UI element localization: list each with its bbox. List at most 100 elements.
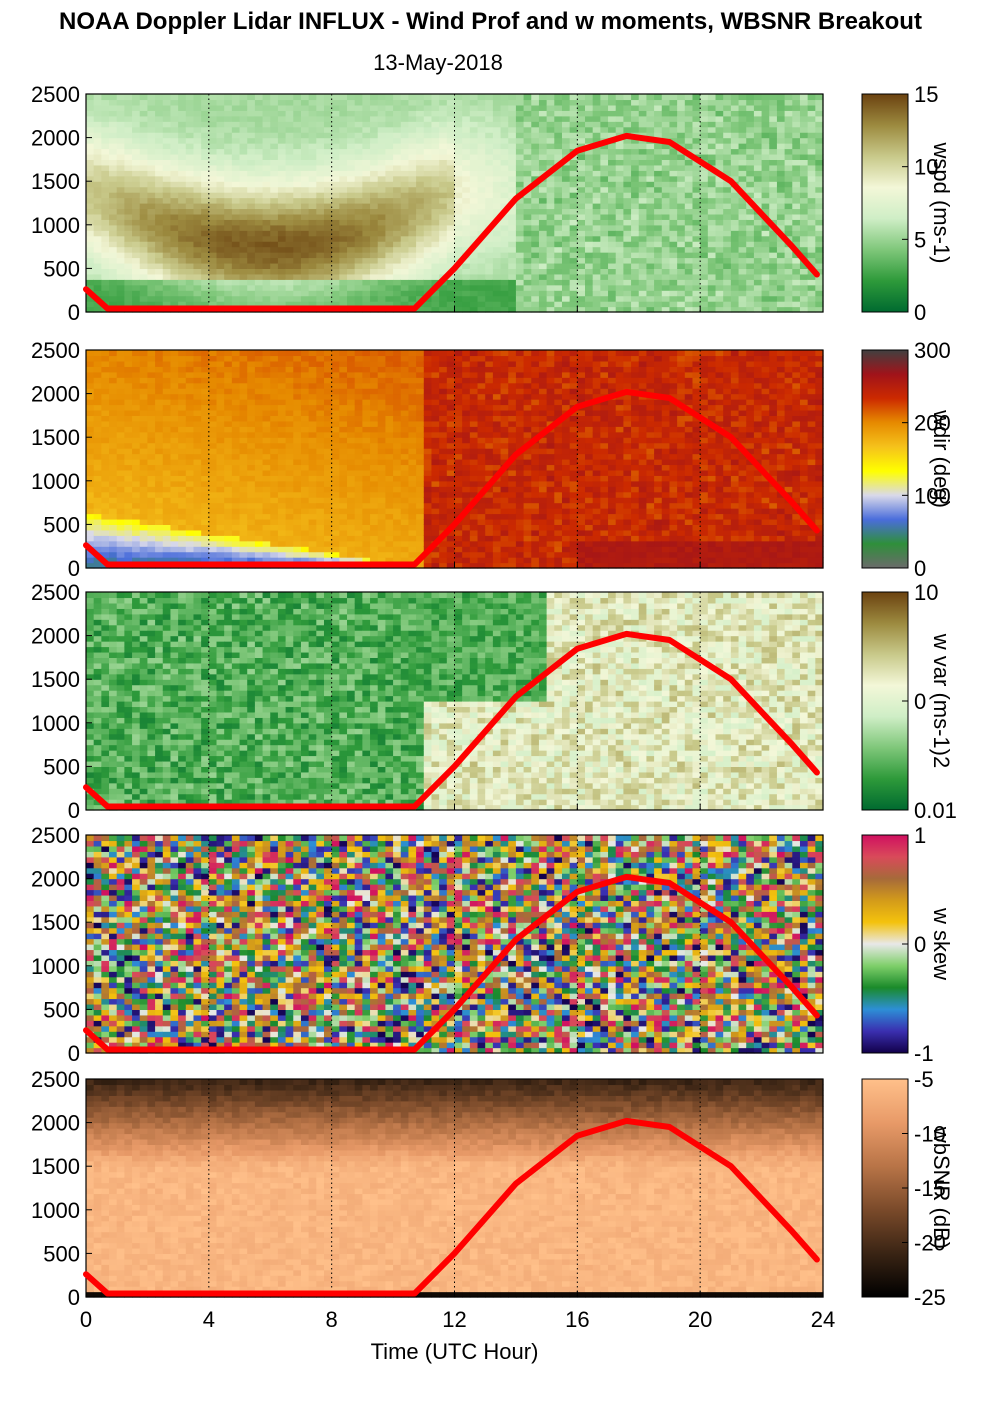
heatmap-cell xyxy=(216,388,225,395)
heatmap-cell xyxy=(170,126,179,133)
heatmap-cell xyxy=(101,153,110,160)
heatmap-cell xyxy=(385,186,394,193)
heatmap-cell xyxy=(86,164,95,171)
heatmap-cell xyxy=(331,213,340,220)
heatmap-cell xyxy=(485,137,494,144)
heatmap-cell xyxy=(285,415,294,422)
heatmap-cell xyxy=(638,164,648,171)
heatmap-cell xyxy=(86,262,95,269)
heatmap-cell xyxy=(254,442,264,449)
heatmap-cell xyxy=(469,235,479,242)
heatmap-cell xyxy=(569,224,578,231)
heatmap-cell xyxy=(239,290,248,297)
heatmap-cell xyxy=(646,186,655,193)
heatmap-cell xyxy=(815,104,824,111)
heatmap-cell xyxy=(308,257,317,264)
heatmap-cell xyxy=(155,268,164,275)
heatmap-cell xyxy=(500,186,509,193)
heatmap-cell xyxy=(155,480,164,487)
heatmap-cell xyxy=(439,213,448,220)
heatmap-cell xyxy=(124,170,133,177)
heatmap-cell xyxy=(600,284,609,291)
heatmap-cell xyxy=(546,197,555,204)
heatmap-cell xyxy=(285,126,294,133)
heatmap-cell xyxy=(730,301,740,308)
heatmap-cell xyxy=(208,164,218,171)
heatmap-cell xyxy=(216,94,225,101)
heatmap-cell xyxy=(416,257,425,264)
heatmap-cell xyxy=(792,284,801,291)
heatmap-cell xyxy=(193,175,202,182)
heatmap-cell xyxy=(147,132,156,139)
heatmap-cell xyxy=(446,252,456,259)
heatmap-cell xyxy=(515,181,525,188)
heatmap-cell xyxy=(500,99,509,106)
heatmap-cell xyxy=(86,377,95,384)
heatmap-cell xyxy=(316,99,325,106)
heatmap-cell xyxy=(109,230,118,237)
heatmap-cell xyxy=(270,99,279,106)
heatmap-cell xyxy=(162,143,172,150)
heatmap-cell xyxy=(93,273,102,280)
heatmap-cell xyxy=(531,192,540,199)
heatmap-cell xyxy=(201,257,210,264)
heatmap-cell xyxy=(385,213,394,220)
heatmap-cell xyxy=(201,252,210,259)
heatmap-cell xyxy=(385,246,394,253)
heatmap-cell xyxy=(654,273,663,280)
heatmap-cell xyxy=(431,235,440,242)
heatmap-cell xyxy=(208,486,218,493)
heatmap-cell xyxy=(285,442,294,449)
heatmap-cell xyxy=(124,393,133,400)
heatmap-cell xyxy=(162,366,172,373)
heatmap-cell xyxy=(170,246,179,253)
heatmap-cell xyxy=(715,143,724,150)
heatmap-cell xyxy=(631,126,640,133)
heatmap-cell xyxy=(669,273,678,280)
heatmap-cell xyxy=(753,213,763,220)
heatmap-cell xyxy=(492,110,502,117)
heatmap-cell xyxy=(316,186,325,193)
heatmap-cell xyxy=(654,246,663,253)
heatmap-cell xyxy=(347,295,356,302)
heatmap-cell xyxy=(277,399,287,406)
heatmap-cell xyxy=(446,104,456,111)
heatmap-cell xyxy=(285,290,294,297)
heatmap-cell xyxy=(585,306,594,313)
heatmap-cell xyxy=(784,143,793,150)
heatmap-cell xyxy=(270,535,279,542)
heatmap-cell xyxy=(462,148,471,155)
heatmap-cell xyxy=(308,235,317,242)
heatmap-cell xyxy=(132,301,141,308)
heatmap-cell xyxy=(615,164,624,171)
heatmap-cell xyxy=(293,224,302,231)
heatmap-cell xyxy=(124,241,133,248)
heatmap-cell xyxy=(400,143,410,150)
heatmap-cell xyxy=(162,279,172,286)
heatmap-cell xyxy=(454,186,463,193)
heatmap-cell xyxy=(216,377,225,384)
heatmap-cell xyxy=(231,94,241,101)
heatmap-cell xyxy=(185,551,195,558)
heatmap-cell xyxy=(577,284,586,291)
heatmap-cell xyxy=(393,197,402,204)
heatmap-cell xyxy=(162,153,172,160)
heatmap-cell xyxy=(723,192,732,199)
heatmap-cell xyxy=(147,469,156,476)
heatmap-cell xyxy=(231,513,241,520)
heatmap-cell xyxy=(254,508,264,515)
heatmap-cell xyxy=(561,306,571,313)
heatmap-cell xyxy=(293,475,302,482)
heatmap-cell xyxy=(515,306,525,313)
heatmap-cell xyxy=(139,99,149,106)
heatmap-cell xyxy=(239,377,248,384)
heatmap-cell xyxy=(707,252,717,259)
heatmap-cell xyxy=(753,143,763,150)
heatmap-cell xyxy=(684,164,694,171)
heatmap-cell xyxy=(370,284,379,291)
heatmap-cell xyxy=(600,94,609,101)
heatmap-cell xyxy=(201,508,210,515)
heatmap-cell xyxy=(162,262,172,269)
heatmap-cell xyxy=(247,99,256,106)
heatmap-cell xyxy=(707,153,717,160)
